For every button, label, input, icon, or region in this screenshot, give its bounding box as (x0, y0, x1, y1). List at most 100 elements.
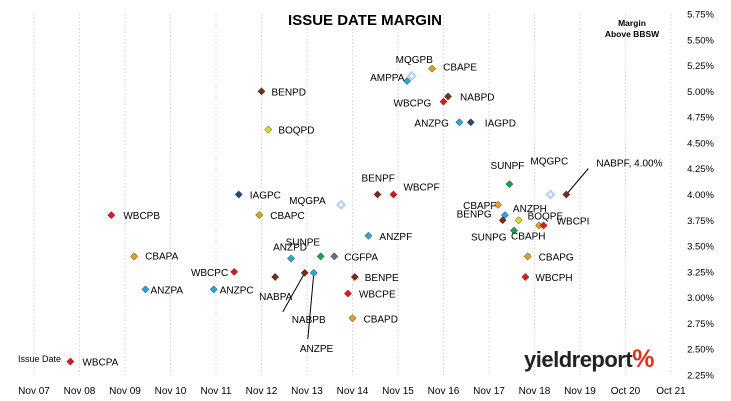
point-nabpf-4-00 (562, 190, 571, 199)
label-cbapa: CBAPA (145, 251, 178, 262)
y-tick-label: 3.50% (687, 242, 714, 253)
point-iagpc (234, 190, 243, 199)
data-points (66, 64, 571, 366)
point-wbcph (521, 273, 530, 281)
label-cbapg: CBAPG (539, 252, 574, 263)
point-wbcpb (107, 211, 116, 220)
y-tick-label: 3.25% (687, 267, 714, 278)
point-wbcpe (343, 289, 352, 298)
point-anzpg (455, 118, 464, 127)
x-tick-label: Nov 09 (109, 386, 141, 397)
x-tick-label: Oct 21 (656, 386, 686, 397)
point-benpf (373, 190, 382, 199)
point-anzpc (209, 285, 218, 294)
point-labels: WBCPA WBCPB CBAPA ANZPA ANZPC WBCPC IAGPC BENPD… (82, 55, 662, 369)
leader-line (307, 272, 315, 339)
x-tick-label: Nov 17 (473, 386, 505, 397)
y-tick-label: 5.75% (687, 10, 714, 21)
y-tick-label: 4.50% (687, 138, 714, 149)
point-wbcpi (539, 221, 548, 230)
label-amppa: AMPPA (370, 73, 405, 84)
y-tick-label: 3.75% (687, 216, 714, 227)
y-tick-label: 5.50% (687, 35, 714, 46)
label-wbcpg: WBCPG (394, 99, 432, 110)
x-tick-label: Nov 16 (428, 386, 460, 397)
label-iagpc: IAGPC (250, 191, 281, 202)
yieldreport-logo: yieldreport% (524, 345, 654, 374)
point-sunpf (505, 180, 514, 189)
label-anzpc: ANZPC (220, 285, 254, 296)
point-mqgpa (335, 199, 347, 210)
point-boqpd (264, 125, 273, 134)
point-cbapc (255, 211, 264, 220)
label-cbape: CBAPE (443, 63, 477, 74)
leader-line (565, 168, 589, 195)
label-sunpg: SUNPG (471, 233, 507, 244)
x-tick-label: Nov 15 (382, 386, 414, 397)
label-cbapf: CBAPF (463, 201, 496, 212)
point-boqpe (514, 216, 523, 225)
point-cbapa (130, 252, 139, 261)
unit-label-line-1: Margin (618, 18, 646, 28)
point-mqgpc (545, 189, 556, 200)
point-anzpa (141, 285, 150, 294)
label-benpg: BENPG (457, 209, 492, 220)
y-tick-label: 4.00% (687, 190, 714, 201)
point-nabpb (300, 268, 309, 277)
point-benpe (350, 273, 359, 281)
x-tick-label: Nov 08 (64, 386, 96, 397)
x-tick-label: Nov 12 (246, 386, 278, 397)
y-tick-label: 2.25% (687, 371, 714, 382)
point-nabpd (444, 92, 453, 101)
label-wbcpb: WBCPB (123, 211, 160, 222)
y-tick-label: 2.75% (687, 319, 714, 330)
point-wbcpg (439, 97, 448, 106)
x-tick-label: Nov 19 (564, 386, 596, 397)
point-wbcpc (230, 267, 239, 276)
label-benpe: BENPE (365, 273, 399, 284)
x-tick-label: Nov 14 (337, 386, 369, 397)
label-wbcpe: WBCPE (359, 290, 396, 301)
label-anzpf: ANZPF (379, 232, 412, 243)
label-sunpf: SUNPF (490, 161, 524, 172)
label-mqgpa: MQGPA (289, 196, 326, 207)
label-cbapd: CBAPD (364, 314, 398, 325)
point-nabpa (271, 273, 280, 281)
point-cbapd (348, 314, 357, 323)
label-anzpd: ANZPD (273, 242, 307, 253)
x-tick-label: Nov 13 (291, 386, 323, 397)
label-iagpd: IAGPD (485, 118, 516, 129)
label-wbcpa: WBCPA (82, 358, 118, 369)
point-anzpe (309, 268, 318, 277)
grid-lines (33, 14, 672, 375)
label-wbcpi: WBCPI (557, 216, 590, 227)
point-cbapg (523, 252, 532, 261)
x-tick-label: Nov 10 (155, 386, 187, 397)
y-axis-ticks: 2.25% 2.50% 2.75% 3.00% 3.25% 3.50% 3.75% 4.00%… (687, 10, 714, 382)
label-anzpe: ANZPE (300, 344, 334, 355)
unit-label-line-2: Above BBSW (604, 29, 660, 39)
point-cbapf (494, 200, 503, 209)
x-tick-label: Nov 11 (201, 386, 232, 397)
y-tick-label: 5.00% (687, 87, 714, 98)
point-amppa (403, 77, 412, 85)
x-tick-label: Oct 20 (611, 386, 641, 397)
unit-label: Margin Above BBSW (600, 18, 664, 40)
label-mqgpc: MQGPC (530, 157, 568, 168)
label-anzph: ANZPH (513, 204, 547, 215)
label-cgfpa: CGFPA (344, 252, 378, 263)
x-axis-ticks: Nov 07 Nov 08 Nov 09 Nov 10 Nov 11 Nov 12 Nov … (18, 386, 686, 397)
label-wbcpc: WBCPC (191, 268, 228, 279)
point-anzpd (287, 254, 296, 263)
point-wbcpa (66, 357, 75, 366)
point-benpg (498, 216, 507, 225)
label-cbapc: CBAPC (270, 211, 304, 222)
y-tick-label: 4.75% (687, 113, 714, 124)
label-nabpb: NABPB (292, 315, 326, 326)
label-nabpa: NABPA (259, 292, 292, 303)
leader-line (282, 272, 306, 313)
label-cbaph: CBAPH (511, 231, 545, 242)
label-boqpe: BOQPE (528, 211, 564, 222)
y-tick-label: 4.25% (687, 164, 714, 175)
